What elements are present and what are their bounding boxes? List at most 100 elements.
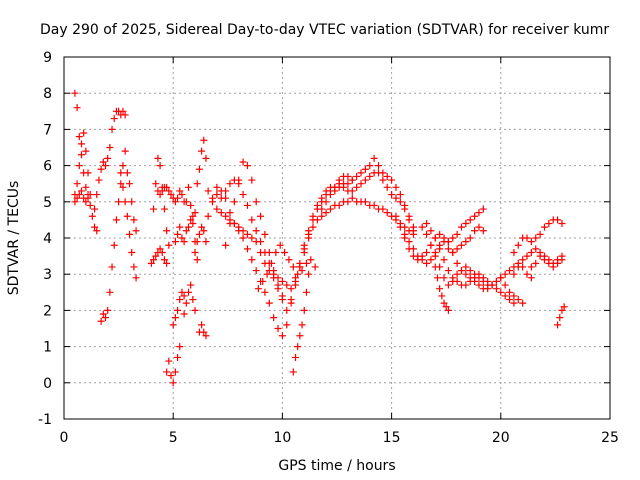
data-point [462, 238, 470, 246]
data-point [261, 230, 269, 238]
x-axis-label: GPS time / hours [278, 458, 395, 474]
series-arc-25 [318, 172, 356, 213]
series-arc-13 [169, 288, 188, 329]
data-point [423, 259, 431, 267]
data-point [396, 198, 404, 206]
data-point [99, 310, 107, 318]
data-point [259, 277, 267, 285]
data-point [401, 205, 409, 213]
data-point [527, 263, 535, 271]
series-arc-20 [204, 154, 417, 340]
data-point [405, 216, 413, 224]
series-arc-1 [71, 89, 101, 235]
data-point [174, 230, 182, 238]
data-point [189, 220, 197, 228]
data-point [73, 180, 81, 188]
data-point [457, 267, 465, 275]
data-point [444, 267, 452, 275]
x-tick-label: 10 [273, 430, 291, 446]
data-point [121, 198, 129, 206]
data-point [71, 198, 79, 206]
data-point [235, 227, 243, 235]
data-point [466, 234, 474, 242]
grid [64, 57, 610, 419]
data-point [532, 234, 540, 242]
series-arc-35 [554, 303, 568, 329]
data-point [213, 191, 221, 199]
y-tick-label: 0 [43, 376, 52, 392]
series-arc-4 [91, 107, 129, 213]
data-point [514, 296, 522, 304]
data-point [449, 248, 457, 256]
data-point [252, 227, 260, 235]
data-point [289, 368, 297, 376]
data-point [497, 274, 505, 282]
chart-title: Day 290 of 2025, Sidereal Day-to-day VTE… [40, 22, 609, 38]
data-point [101, 162, 109, 170]
data-point [248, 256, 256, 264]
data-point [560, 303, 568, 311]
data-point [243, 230, 251, 238]
x-tick-label: 5 [169, 430, 178, 446]
series-arc-14 [171, 216, 201, 264]
data-point [121, 111, 129, 119]
data-point [471, 277, 479, 285]
data-point [104, 306, 112, 314]
y-tick-label: 8 [43, 86, 52, 102]
data-point [257, 238, 265, 246]
data-point [239, 158, 247, 166]
series-arc-16 [195, 321, 210, 340]
data-point [158, 248, 166, 256]
data-point [545, 220, 553, 228]
series-arc-6 [106, 147, 129, 296]
data-point [106, 144, 114, 151]
series-arc-12 [163, 343, 184, 387]
data-point [198, 321, 206, 329]
data-point [189, 212, 197, 220]
data-point [117, 169, 125, 177]
data-point [331, 183, 339, 191]
data-point [379, 176, 387, 184]
data-point [292, 353, 300, 361]
data-point [165, 241, 173, 249]
data-point [160, 205, 168, 213]
data-point [152, 252, 160, 260]
data-point [466, 267, 474, 275]
data-point [126, 230, 134, 238]
y-tick-label: 6 [43, 159, 52, 175]
data-point [318, 212, 326, 220]
data-point [278, 292, 286, 300]
data-point [187, 201, 195, 209]
data-point [361, 198, 369, 206]
data-point [171, 198, 179, 206]
data-point [182, 299, 190, 307]
data-point [444, 281, 452, 289]
data-point [171, 314, 179, 322]
data-point [239, 191, 247, 199]
data-point [202, 332, 210, 340]
data-point [484, 277, 492, 285]
data-point [88, 212, 96, 220]
data-point [263, 270, 271, 278]
data-point [536, 230, 544, 238]
data-point [379, 205, 387, 213]
series-arc-29 [423, 220, 518, 307]
axis-ticks: 0 5 10 15 20 25 -1 0 1 2 3 4 5 6 7 8 9 [38, 50, 619, 446]
data-point [278, 277, 286, 285]
data-point [449, 234, 457, 242]
data-point [198, 147, 206, 155]
data-point [326, 205, 334, 213]
data-point [453, 277, 461, 285]
x-tick-label: 25 [601, 430, 619, 446]
data-point [189, 296, 197, 304]
data-point [289, 263, 297, 271]
data-point [226, 220, 234, 228]
data-point [110, 115, 118, 123]
data-point [326, 191, 334, 199]
data-point [392, 212, 400, 220]
data-point [348, 187, 356, 195]
data-point [348, 176, 356, 184]
data-point [506, 267, 514, 275]
data-point [510, 270, 518, 278]
data-point [93, 191, 101, 199]
